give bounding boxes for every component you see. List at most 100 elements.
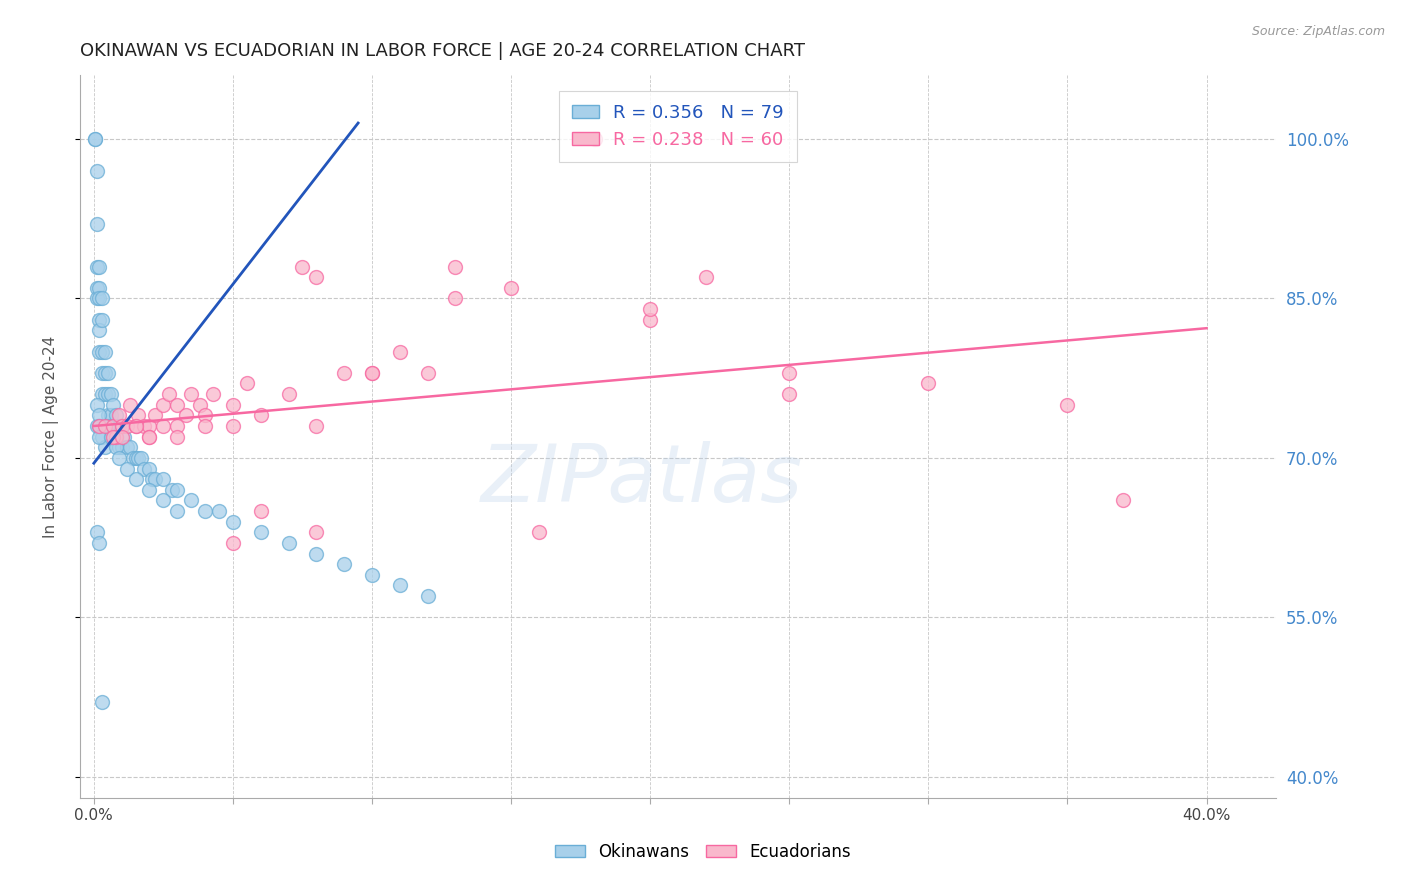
Point: [97, 387, 120, 401]
Point: [97, 366, 120, 380]
Point: [86, 292, 108, 306]
Point: [208, 504, 231, 518]
Point: [124, 419, 146, 434]
Point: [194, 409, 217, 423]
Point: [277, 387, 299, 401]
Point: [94, 387, 117, 401]
Point: [89, 312, 111, 326]
Point: [333, 558, 356, 572]
Point: [105, 429, 128, 443]
Point: [416, 589, 439, 603]
Point: [84, 132, 107, 146]
Point: [222, 536, 245, 550]
Point: [94, 366, 117, 380]
Point: [166, 398, 188, 412]
Point: [138, 419, 160, 434]
Point: [100, 429, 122, 443]
Point: [89, 323, 111, 337]
Text: ZIPatlas: ZIPatlas: [481, 441, 803, 519]
Point: [108, 419, 131, 434]
Point: [444, 260, 467, 274]
Point: [124, 419, 146, 434]
Point: [86, 419, 108, 434]
Point: [115, 440, 138, 454]
Point: [89, 429, 111, 443]
Point: [361, 567, 384, 582]
Point: [108, 450, 131, 465]
Point: [388, 578, 411, 592]
Point: [305, 525, 328, 540]
Point: [305, 270, 328, 285]
Point: [138, 483, 160, 497]
Point: [583, 132, 606, 146]
Point: [132, 419, 155, 434]
Point: [84, 132, 107, 146]
Point: [152, 419, 174, 434]
Point: [249, 525, 271, 540]
Point: [249, 504, 271, 518]
Point: [138, 461, 160, 475]
Point: [103, 398, 125, 412]
Point: [86, 398, 108, 412]
Point: [166, 429, 188, 443]
Point: [121, 450, 143, 465]
Point: [305, 547, 328, 561]
Point: [111, 419, 134, 434]
Point: [180, 493, 202, 508]
Point: [527, 525, 550, 540]
Point: [127, 450, 149, 465]
Point: [444, 292, 467, 306]
Point: [114, 429, 136, 443]
Point: [89, 292, 111, 306]
Point: [100, 409, 122, 423]
Point: [97, 419, 120, 434]
Point: [108, 440, 131, 454]
Point: [105, 409, 128, 423]
Point: [1112, 493, 1135, 508]
Point: [86, 525, 108, 540]
Point: [115, 419, 138, 434]
Point: [91, 312, 114, 326]
Y-axis label: In Labor Force | Age 20-24: In Labor Force | Age 20-24: [44, 335, 59, 538]
Point: [166, 504, 188, 518]
Point: [166, 419, 188, 434]
Point: [291, 260, 314, 274]
Point: [86, 217, 108, 231]
Point: [91, 695, 114, 709]
Point: [115, 461, 138, 475]
Point: [194, 504, 217, 518]
Point: [202, 387, 225, 401]
Legend: Okinawans, Ecuadorians: Okinawans, Ecuadorians: [548, 837, 858, 868]
Point: [86, 164, 108, 178]
Point: [132, 461, 155, 475]
Point: [188, 398, 211, 412]
Point: [778, 387, 800, 401]
Point: [152, 472, 174, 486]
Point: [89, 344, 111, 359]
Point: [143, 472, 166, 486]
Point: [89, 419, 111, 434]
Point: [152, 398, 174, 412]
Point: [141, 472, 163, 486]
Point: [86, 281, 108, 295]
Point: [222, 419, 245, 434]
Point: [105, 440, 128, 454]
Legend: R = 0.356   N = 79, R = 0.238   N = 60: R = 0.356 N = 79, R = 0.238 N = 60: [560, 92, 797, 161]
Point: [111, 419, 134, 434]
Point: [152, 493, 174, 508]
Point: [333, 366, 356, 380]
Point: [89, 409, 111, 423]
Point: [305, 419, 328, 434]
Point: [180, 387, 202, 401]
Point: [638, 312, 661, 326]
Point: [174, 409, 197, 423]
Point: [111, 440, 134, 454]
Point: [108, 409, 131, 423]
Point: [222, 515, 245, 529]
Point: [94, 344, 117, 359]
Point: [100, 387, 122, 401]
Point: [89, 536, 111, 550]
Point: [277, 536, 299, 550]
Point: [91, 366, 114, 380]
Point: [97, 409, 120, 423]
